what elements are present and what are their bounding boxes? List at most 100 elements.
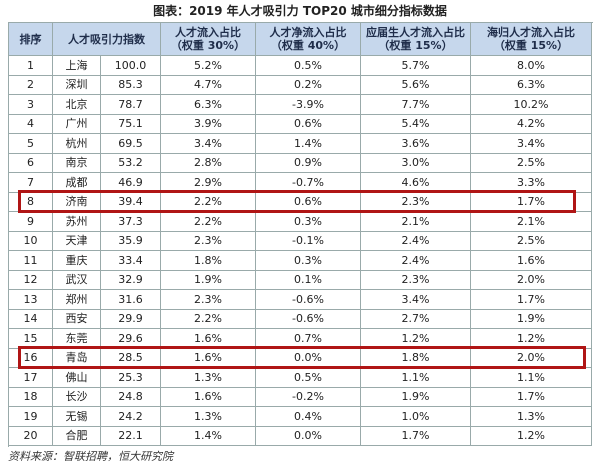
table-cell: 25.3 — [101, 368, 161, 388]
table-cell: -0.6% — [256, 290, 361, 310]
table-cell: 3.6% — [361, 134, 471, 154]
table-cell: 3 — [9, 95, 53, 115]
table-cell: 17 — [9, 368, 53, 388]
table-cell: 22.1 — [101, 426, 161, 446]
table-cell: 1.9% — [361, 387, 471, 407]
table-cell: 14 — [9, 309, 53, 329]
table-cell: 1.3% — [471, 407, 592, 427]
table-cell: 31.6 — [101, 290, 161, 310]
table-cell: 33.4 — [101, 251, 161, 271]
table-cell: 1.7% — [361, 426, 471, 446]
table-cell: 无锡 — [53, 407, 101, 427]
table-cell: -0.2% — [256, 387, 361, 407]
table-cell: 2.2% — [161, 309, 256, 329]
table-cell: 杭州 — [53, 134, 101, 154]
table-cell: 6 — [9, 153, 53, 173]
table-cell: -0.6% — [256, 309, 361, 329]
highlight-box — [18, 190, 576, 213]
table-cell: 1.4% — [256, 134, 361, 154]
table-cell: 上海 — [53, 56, 101, 76]
table-cell: 1.7% — [471, 290, 592, 310]
header-text: 应届生人才流入占比 — [366, 26, 465, 39]
table-cell: 0.9% — [256, 153, 361, 173]
table-cell: 0.2% — [256, 75, 361, 95]
table-cell: 2.4% — [361, 231, 471, 251]
header-cell: 人才吸引力指数 — [53, 23, 161, 56]
table-cell: 5.6% — [361, 75, 471, 95]
table-cell: 3.4% — [471, 134, 592, 154]
table-cell: 5 — [9, 134, 53, 154]
table-cell: 0.0% — [256, 426, 361, 446]
table-cell: 24.8 — [101, 387, 161, 407]
table-cell: 2 — [9, 75, 53, 95]
table-cell: 1.2% — [471, 426, 592, 446]
table-cell: 3.4% — [161, 134, 256, 154]
table-cell: 6.3% — [471, 75, 592, 95]
table-cell: 69.5 — [101, 134, 161, 154]
header-text: 海归人才流入占比 — [487, 26, 575, 39]
table-cell: 4.7% — [161, 75, 256, 95]
header-text: 人才吸引力指数 — [68, 32, 145, 46]
table-cell: 11 — [9, 251, 53, 271]
table-cell: 4 — [9, 114, 53, 134]
table-cell: 2.5% — [471, 153, 592, 173]
title: 图表：2019 年人才吸引力 TOP20 城市细分指标数据 — [153, 4, 447, 18]
table-cell: 29.9 — [101, 309, 161, 329]
table-cell: 24.2 — [101, 407, 161, 427]
table-cell: 1.0% — [361, 407, 471, 427]
table-cell: 10.2% — [471, 95, 592, 115]
table-cell: 6.3% — [161, 95, 256, 115]
table-cell: 2.4% — [361, 251, 471, 271]
header-text: （权重 15%） — [378, 39, 453, 52]
table-cell: 4.2% — [471, 114, 592, 134]
table-cell: 32.9 — [101, 270, 161, 290]
table-cell: 5.7% — [361, 56, 471, 76]
table-cell: 0.4% — [256, 407, 361, 427]
table-cell: 长沙 — [53, 387, 101, 407]
table-cell: 1.1% — [361, 368, 471, 388]
table-cell: 10 — [9, 231, 53, 251]
header-text: 人才流入占比 — [175, 26, 241, 39]
source: 资料来源：智联招聘，恒大研究院 — [8, 450, 173, 463]
table-cell: 广州 — [53, 114, 101, 134]
table-cell: 0.3% — [256, 212, 361, 232]
table-cell: 1.9% — [471, 309, 592, 329]
table-cell: 苏州 — [53, 212, 101, 232]
table-cell: 2.8% — [161, 153, 256, 173]
header-text: （权重 30%） — [170, 39, 246, 52]
table-cell: 13 — [9, 290, 53, 310]
table-cell: 12 — [9, 270, 53, 290]
table-cell: 78.7 — [101, 95, 161, 115]
table-cell: 1.1% — [471, 368, 592, 388]
table: 排序 人才吸引力指数 人才流入占比 （权重 30%） 人才净流入占比 （权重 40%） 应届… — [8, 22, 593, 447]
table-cell: 3.4% — [361, 290, 471, 310]
table-cell: 1.9% — [161, 270, 256, 290]
table-cell: 2.3% — [161, 231, 256, 251]
table-cell: 重庆 — [53, 251, 101, 271]
table-cell: 郑州 — [53, 290, 101, 310]
table-cell: 1.3% — [161, 368, 256, 388]
table-cell: 0.3% — [256, 251, 361, 271]
table-cell: 75.1 — [101, 114, 161, 134]
table-cell: 85.3 — [101, 75, 161, 95]
table-cell: 1.8% — [161, 251, 256, 271]
table-cell: 西安 — [53, 309, 101, 329]
table-cell: 2.2% — [161, 212, 256, 232]
table-cell: 合肥 — [53, 426, 101, 446]
table-cell: 武汉 — [53, 270, 101, 290]
table-cell: 2.5% — [471, 231, 592, 251]
table-cell: 8.0% — [471, 56, 592, 76]
table-cell: 3.0% — [361, 153, 471, 173]
table-cell: 1.6% — [471, 251, 592, 271]
table-cell: 100.0 — [101, 56, 161, 76]
table-cell: 18 — [9, 387, 53, 407]
table-cell: 天津 — [53, 231, 101, 251]
table-cell: 2.1% — [471, 212, 592, 232]
header-text: （权重 15%） — [493, 39, 569, 52]
table-cell: 2.1% — [361, 212, 471, 232]
table-cell: 1 — [9, 56, 53, 76]
header-text: 排序 — [19, 32, 42, 46]
table-cell: 0.1% — [256, 270, 361, 290]
table-cell: 北京 — [53, 95, 101, 115]
table-cell: 深圳 — [53, 75, 101, 95]
